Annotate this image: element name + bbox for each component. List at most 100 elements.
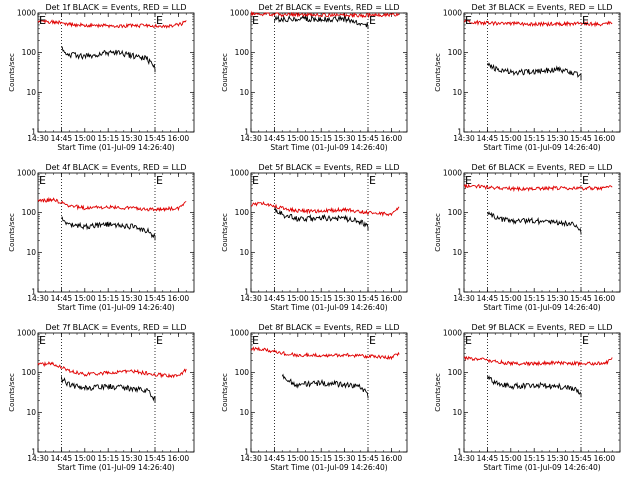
y-tick-label: 10 xyxy=(239,88,249,97)
plot-title: Det 6f BLACK = Events, RED = LLD xyxy=(471,163,612,172)
plot-panel-6: Det 6f BLACK = Events, RED = LLD 1 10 100 10… xyxy=(434,163,621,312)
event-marker-label: E xyxy=(369,174,376,187)
x-tick-label: 15:00 xyxy=(287,134,309,143)
plot-title: Det 1f BLACK = Events, RED = LLD xyxy=(45,3,186,12)
x-tick-label: 15:30 xyxy=(121,134,143,143)
x-tick-label: 16:00 xyxy=(381,454,403,463)
x-tick-label: 15:30 xyxy=(334,134,356,143)
x-tick-label: 14:45 xyxy=(51,134,73,143)
lld-rate-line xyxy=(37,361,187,379)
x-axis-label: Start Time (01-Jul-09 14:26:40) xyxy=(57,143,174,152)
y-tick-label: 1000 xyxy=(443,169,462,178)
x-tick-label: 15:15 xyxy=(310,454,332,463)
plot-title: Det 9f BLACK = Events, RED = LLD xyxy=(471,323,612,332)
y-tick-label: 10 xyxy=(452,88,462,97)
x-tick-label: 15:15 xyxy=(97,134,119,143)
y-tick-label: 100 xyxy=(235,48,250,57)
lld-rate-line xyxy=(250,10,400,19)
x-axis-label: Start Time (01-Jul-09 14:26:40) xyxy=(57,303,174,312)
event-marker-label: E xyxy=(465,14,472,27)
lld-rate-line xyxy=(250,200,400,217)
plot-frame xyxy=(463,332,621,453)
x-tick-label: 15:45 xyxy=(570,294,592,303)
y-tick-label: 1 xyxy=(244,288,249,297)
plot-panel-1: Det 1f BLACK = Events, RED = LLD 1 10 100 10… xyxy=(8,3,195,152)
lld-rate-line xyxy=(37,196,187,213)
event-marker-label: E xyxy=(39,174,46,187)
x-tick-label: 15:30 xyxy=(547,134,569,143)
x-tick-label: 15:00 xyxy=(74,134,96,143)
y-tick-label: 1000 xyxy=(230,329,249,338)
x-tick-label: 15:15 xyxy=(523,294,545,303)
events-rate-line xyxy=(60,376,156,403)
x-tick-label: 15:45 xyxy=(144,134,166,143)
y-tick-label: 10 xyxy=(26,88,36,97)
x-tick-label: 15:45 xyxy=(570,454,592,463)
plot-frame xyxy=(37,332,195,453)
x-tick-label: 14:45 xyxy=(51,294,73,303)
y-tick-label: 1 xyxy=(244,448,249,457)
x-tick-label: 14:45 xyxy=(477,294,499,303)
event-marker-label: E xyxy=(252,334,259,347)
y-tick-label: 1000 xyxy=(17,329,36,338)
x-tick-label: 15:00 xyxy=(74,454,96,463)
x-tick-label: 15:00 xyxy=(500,454,522,463)
y-tick-label: 100 xyxy=(448,208,463,217)
y-tick-label: 100 xyxy=(235,208,250,217)
events-rate-line xyxy=(486,62,582,81)
x-axis-label: Start Time (01-Jul-09 14:26:40) xyxy=(57,463,174,472)
event-marker-label: E xyxy=(582,174,589,187)
y-tick-label: 1 xyxy=(457,128,462,137)
lld-rate-line xyxy=(37,19,187,29)
y-axis-label: Counts/sec xyxy=(434,373,442,412)
y-tick-label: 100 xyxy=(448,48,463,57)
x-tick-label: 14:45 xyxy=(51,454,73,463)
x-tick-label: 16:00 xyxy=(594,294,616,303)
x-axis-label: Start Time (01-Jul-09 14:26:40) xyxy=(270,143,387,152)
x-axis-label: Start Time (01-Jul-09 14:26:40) xyxy=(483,303,600,312)
event-marker-label: E xyxy=(156,174,163,187)
x-axis-label: Start Time (01-Jul-09 14:26:40) xyxy=(483,143,600,152)
x-axis-label: Start Time (01-Jul-09 14:26:40) xyxy=(270,303,387,312)
y-tick-label: 100 xyxy=(22,368,37,377)
y-axis-label: Counts/sec xyxy=(434,213,442,252)
y-tick-label: 100 xyxy=(448,368,463,377)
plot-panel-9: Det 9f BLACK = Events, RED = LLD 1 10 100 10… xyxy=(434,323,621,472)
plot-frame xyxy=(250,12,408,133)
y-axis-label: Counts/sec xyxy=(8,53,16,92)
plot-title: Det 8f BLACK = Events, RED = LLD xyxy=(258,323,399,332)
event-marker-label: E xyxy=(156,334,163,347)
x-tick-label: 14:30 xyxy=(453,134,475,143)
y-tick-label: 1 xyxy=(31,128,36,137)
x-tick-label: 15:30 xyxy=(547,454,569,463)
plot-title: Det 7f BLACK = Events, RED = LLD xyxy=(45,323,186,332)
plot-title: Det 2f BLACK = Events, RED = LLD xyxy=(258,3,399,12)
y-tick-label: 1 xyxy=(457,448,462,457)
x-tick-label: 16:00 xyxy=(594,134,616,143)
events-rate-line xyxy=(281,373,369,399)
x-tick-label: 14:30 xyxy=(240,134,262,143)
plot-panel-7: Det 7f BLACK = Events, RED = LLD 1 10 100 10… xyxy=(8,323,195,472)
y-tick-label: 1000 xyxy=(17,9,36,18)
x-axis-label: Start Time (01-Jul-09 14:26:40) xyxy=(270,463,387,472)
plot-frame xyxy=(37,12,195,133)
y-axis-label: Counts/sec xyxy=(221,213,229,252)
lld-rate-line xyxy=(463,355,613,367)
plot-frame xyxy=(463,12,621,133)
x-tick-label: 15:00 xyxy=(74,294,96,303)
y-tick-label: 1000 xyxy=(443,329,462,338)
events-rate-line xyxy=(273,206,369,231)
y-axis-label: Counts/sec xyxy=(8,213,16,252)
x-tick-label: 15:30 xyxy=(121,454,143,463)
x-tick-label: 15:15 xyxy=(310,134,332,143)
x-tick-label: 14:30 xyxy=(27,134,49,143)
x-tick-label: 15:30 xyxy=(121,294,143,303)
y-tick-label: 1 xyxy=(31,448,36,457)
y-tick-label: 1000 xyxy=(230,169,249,178)
x-tick-label: 15:15 xyxy=(310,294,332,303)
plot-title: Det 5f BLACK = Events, RED = LLD xyxy=(258,163,399,172)
lld-rate-line xyxy=(463,19,613,28)
plot-panel-3: Det 3f BLACK = Events, RED = LLD 1 10 100 10… xyxy=(434,3,621,152)
events-rate-line xyxy=(61,46,156,73)
